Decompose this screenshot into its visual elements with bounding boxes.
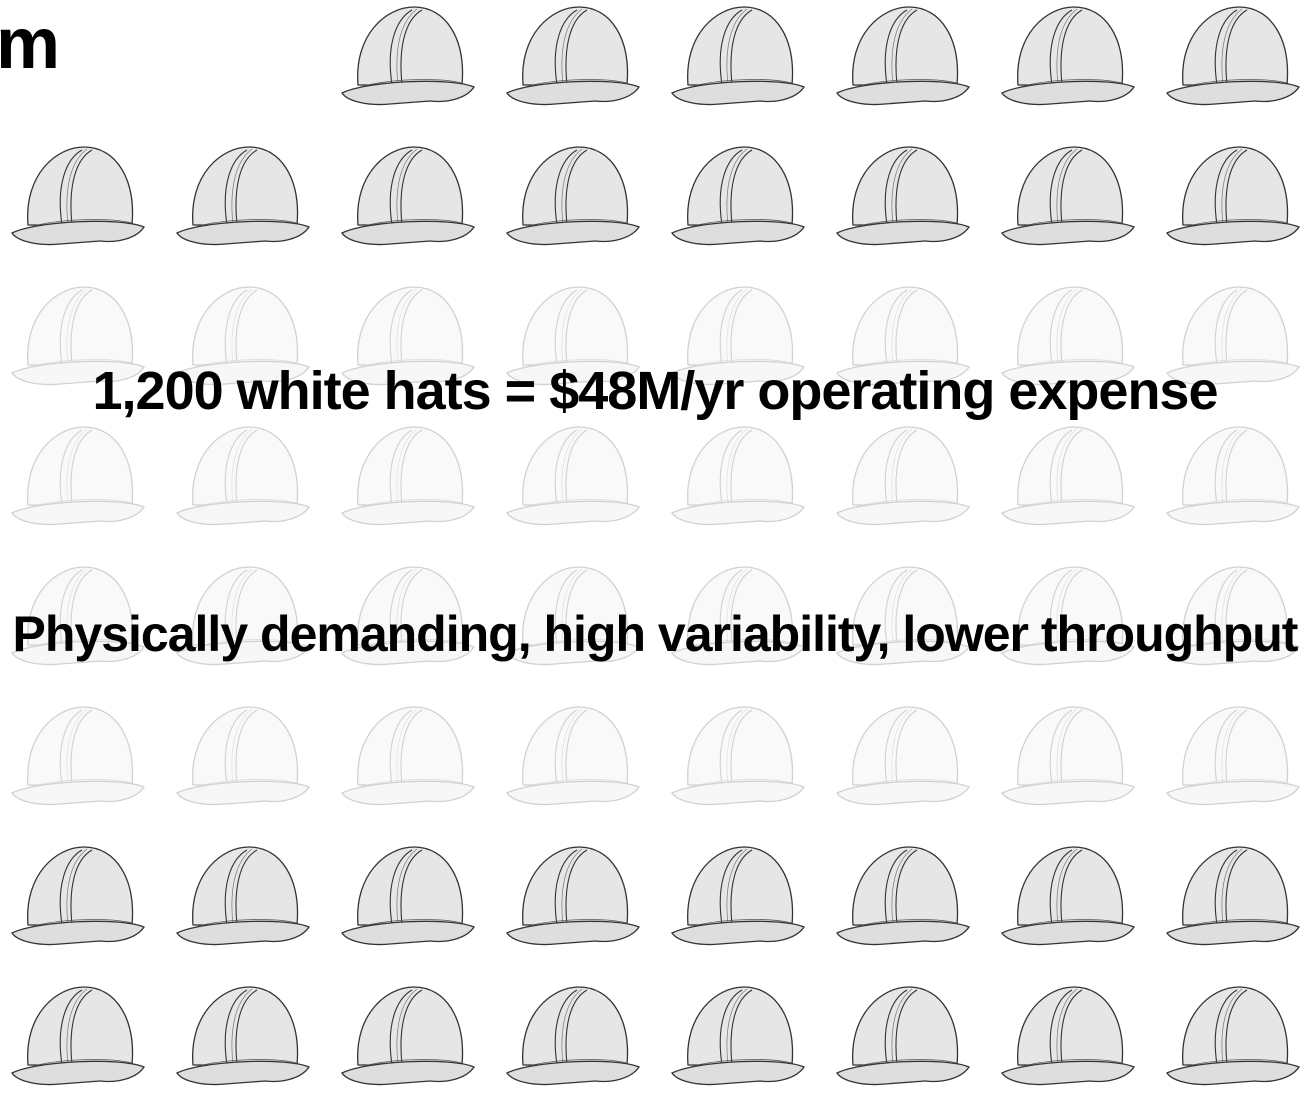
hard-hat-icon [507, 7, 639, 105]
hard-hat-icon [1167, 987, 1299, 1085]
hard-hat-icon [837, 707, 969, 805]
title-fragment: m [0, 8, 60, 80]
slide: {"title_fragment": "m", "statements": ["… [0, 0, 1310, 1095]
hard-hat-icon [1002, 987, 1134, 1085]
hard-hat-icon [342, 147, 474, 245]
hard-hat-icon [507, 987, 639, 1085]
hard-hat-icon [342, 987, 474, 1085]
hard-hat-icon [177, 147, 309, 245]
hard-hat-icon [12, 707, 144, 805]
hard-hat-icon [1167, 7, 1299, 105]
hard-hat-icon [1167, 147, 1299, 245]
hard-hat-icon [12, 147, 144, 245]
hard-hat-icon [1167, 847, 1299, 945]
hard-hat-icon [342, 847, 474, 945]
hard-hat-icon [837, 847, 969, 945]
cost-statement: 1,200 white hats = $48M/yr operating exp… [0, 350, 1310, 432]
hard-hat-icon [12, 427, 144, 525]
hard-hat-icon [507, 847, 639, 945]
hard-hat-icon [507, 707, 639, 805]
hard-hat-icon [837, 7, 969, 105]
hard-hat-icon [1002, 707, 1134, 805]
hard-hat-icon [672, 987, 804, 1085]
work-statement: Physically demanding, high variability, … [0, 592, 1310, 676]
hard-hat-icon [507, 147, 639, 245]
hard-hat-icon [672, 707, 804, 805]
hard-hat-icon [12, 987, 144, 1085]
hat-grid [0, 0, 1310, 1095]
hard-hat-icon [672, 427, 804, 525]
hard-hat-icon [672, 147, 804, 245]
hard-hat-icon [837, 427, 969, 525]
hard-hat-icon [1167, 427, 1299, 525]
hard-hat-icon [342, 7, 474, 105]
hard-hat-icon [177, 847, 309, 945]
hard-hat-icon [672, 7, 804, 105]
hard-hat-icon [1002, 147, 1134, 245]
hard-hat-icon [342, 427, 474, 525]
hard-hat-icon [342, 707, 474, 805]
hard-hat-icon [1002, 427, 1134, 525]
hard-hat-icon [1002, 7, 1134, 105]
hard-hat-icon [507, 427, 639, 525]
hard-hat-icon [1002, 847, 1134, 945]
hard-hat-icon [1167, 707, 1299, 805]
hard-hat-icon [837, 147, 969, 245]
hard-hat-icon [177, 707, 309, 805]
hard-hat-icon [177, 987, 309, 1085]
hard-hat-icon [837, 987, 969, 1085]
hard-hat-icon [12, 847, 144, 945]
hard-hat-icon [177, 427, 309, 525]
hard-hat-icon [672, 847, 804, 945]
